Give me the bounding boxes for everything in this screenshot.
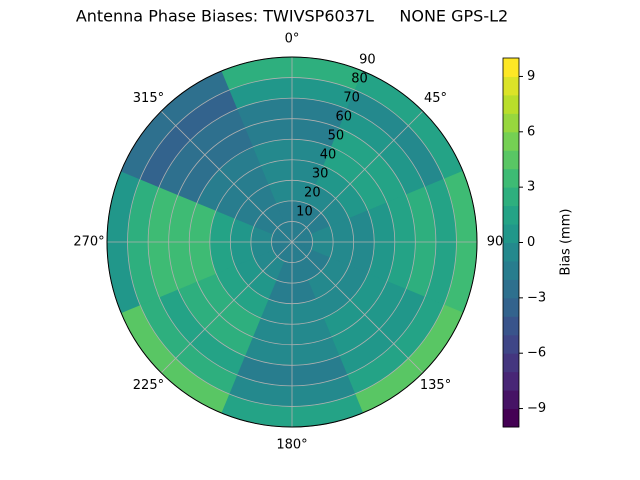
colorbar-band — [503, 297, 519, 317]
r-tick-label: 60 — [336, 109, 353, 124]
r-tick-label: 30 — [312, 166, 329, 181]
colorbar-tick-label: −9 — [527, 401, 546, 416]
colorbar-band — [503, 408, 519, 428]
colorbar-band — [503, 205, 519, 225]
colorbar-band — [503, 168, 519, 188]
colorbar-band — [503, 224, 519, 243]
theta-tick-label: 225° — [133, 378, 164, 393]
colorbar-band — [503, 113, 519, 133]
colorbar-tick-label: 9 — [527, 69, 535, 84]
colorbar-label: Bias (mm) — [559, 209, 574, 276]
colorbar-band — [503, 371, 519, 391]
grid-spoke — [160, 110, 293, 243]
chart-title: Antenna Phase Biases: TWIVSP6037L NONE G… — [76, 7, 508, 26]
r-tick-label: 90 — [359, 52, 376, 67]
r-tick-label: 20 — [304, 185, 321, 200]
colorbar-band — [503, 94, 519, 114]
colorbar-band — [503, 242, 519, 262]
colorbar-band — [503, 150, 519, 170]
colorbar-tick-label: 3 — [527, 180, 535, 195]
colorbar-band — [503, 316, 519, 336]
r-tick-label: 10 — [296, 204, 313, 219]
theta-tick-label: 90 — [487, 235, 504, 250]
grid-spoke — [291, 110, 424, 243]
r-tick-label: 80 — [351, 71, 368, 86]
r-tick-label: 70 — [343, 90, 360, 105]
colorbar-band — [503, 353, 519, 373]
r-tick-label: 40 — [320, 147, 337, 162]
colorbar-band — [503, 76, 519, 96]
colorbar-tick-label: 0 — [527, 235, 535, 250]
colorbar-band — [503, 334, 519, 354]
theta-tick-label: 315° — [133, 91, 164, 106]
grid-spoke — [291, 241, 424, 374]
polar-frame — [106, 56, 478, 428]
colorbar-band — [503, 131, 519, 151]
theta-tick-label: 180° — [276, 438, 307, 453]
colorbar-tick-label: 6 — [527, 124, 535, 139]
theta-tick-label: 0° — [285, 32, 300, 47]
r-tick-label: 50 — [328, 128, 345, 143]
colorbar-tick-label: −6 — [527, 346, 546, 361]
theta-tick-label: 45° — [424, 91, 447, 106]
colorbar-band — [503, 187, 519, 207]
theta-tick-label: 135° — [420, 378, 451, 393]
colorbar-tick-label: −3 — [527, 290, 546, 305]
colorbar-band — [503, 390, 519, 410]
grid-spoke — [160, 241, 293, 374]
colorbar-band — [503, 279, 519, 299]
colorbar-band — [503, 58, 519, 77]
colorbar-band — [503, 260, 519, 280]
theta-tick-label: 270° — [73, 235, 104, 250]
